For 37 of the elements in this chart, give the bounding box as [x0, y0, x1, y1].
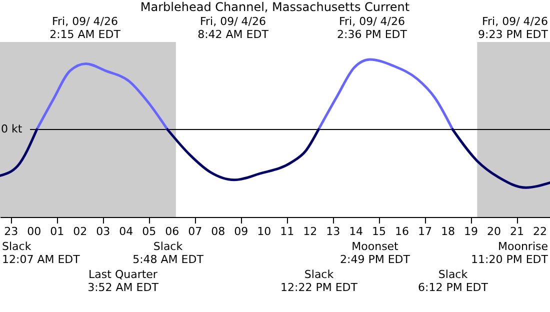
x-tick-label: 23: [4, 225, 18, 238]
x-tick-label: 00: [27, 225, 42, 238]
x-tick-label: 10: [257, 225, 272, 238]
x-tick-label: 18: [441, 225, 456, 238]
x-tick-label: 19: [464, 225, 478, 238]
text: Moonrise 11:20 PM EDT: [471, 240, 548, 266]
text: Slack 5:48 AM EDT: [132, 240, 204, 266]
x-tick-label: 04: [119, 225, 134, 238]
x-tick-label: 01: [50, 225, 64, 238]
x-tick-label: 17: [418, 225, 432, 238]
x-tick-label: 07: [188, 225, 202, 238]
x-tick-label: 16: [395, 225, 410, 238]
x-tick-label: 09: [234, 225, 248, 238]
text: Fri, 09/ 4/26 8:42 AM EDT: [198, 15, 269, 41]
text: Fri, 09/ 4/26 9:23 PM EDT: [478, 15, 548, 41]
x-tick-label: 13: [326, 225, 340, 238]
text: Moonset 2:49 PM EDT: [340, 240, 410, 266]
x-tick-label: 06: [165, 225, 180, 238]
ref-line-label: 0 kt: [1, 122, 23, 136]
x-tick-label: 05: [142, 225, 156, 238]
x-tick-label: 15: [372, 225, 386, 238]
x-tick-label: 14: [349, 225, 364, 238]
text: Slack 6:12 PM EDT: [418, 268, 488, 294]
text: Slack 12:07 AM EDT: [2, 240, 80, 266]
x-tick-label: 08: [211, 225, 226, 238]
chart-title: Marblehead Channel, Massachusetts Current: [140, 0, 410, 14]
x-tick-label: 21: [510, 225, 524, 238]
text: Fri, 09/ 4/26 2:15 AM EDT: [50, 15, 121, 41]
text: Last Quarter 3:52 AM EDT: [88, 268, 159, 294]
x-tick-label: 03: [96, 225, 110, 238]
x-tick-label: 11: [280, 225, 294, 238]
x-tick-label: 22: [533, 225, 548, 238]
text: Fri, 09/ 4/26 2:36 PM EDT: [337, 15, 408, 41]
text: Slack 12:22 PM EDT: [280, 268, 358, 294]
x-tick-label: 12: [303, 225, 318, 238]
x-tick-label: 02: [73, 225, 88, 238]
x-tick-label: 20: [487, 225, 502, 238]
